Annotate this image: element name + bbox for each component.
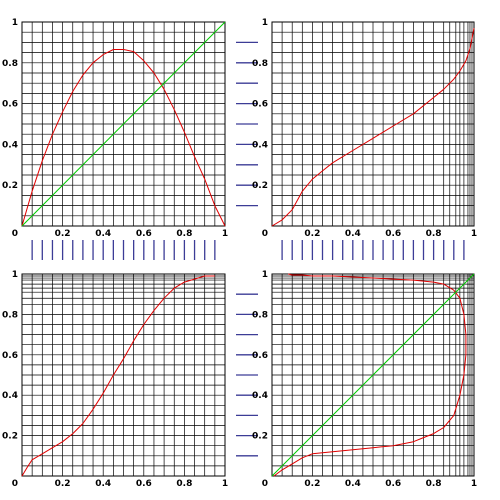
plot-frame — [21, 21, 226, 227]
origin-label: 0 — [262, 229, 268, 239]
y-tick-label: 1 — [12, 270, 18, 280]
x-tick-label: 0.6 — [385, 479, 401, 489]
y-tick-label: 1 — [12, 18, 18, 28]
origin-label: 0 — [12, 229, 18, 239]
x-tick-label: 1 — [222, 479, 228, 489]
y-tick-label: 0.2 — [2, 432, 18, 442]
x-tick-label: 0.2 — [304, 229, 320, 239]
horizontal-separator-strip — [31, 240, 465, 260]
y-tick-label: 0.8 — [252, 59, 268, 69]
y-tick-label: 0.2 — [2, 181, 18, 191]
y-tick-label: 0.4 — [2, 140, 18, 150]
x-tick-label: 1 — [222, 229, 228, 239]
x-tick-label: 0.4 — [345, 229, 361, 239]
y-tick-label: 0.4 — [252, 140, 268, 150]
x-tick-label: 0.4 — [345, 479, 361, 489]
x-tick-label: 0.6 — [136, 479, 152, 489]
x-tick-label: 0.6 — [385, 229, 401, 239]
x-tick-label: 1 — [471, 479, 477, 489]
origin-label: 0 — [12, 479, 18, 489]
data-curve — [21, 275, 215, 477]
x-tick-label: 0.8 — [426, 479, 442, 489]
plot-frame — [271, 273, 475, 477]
y-tick-label: 0.6 — [252, 100, 268, 110]
plot-frame — [21, 273, 226, 477]
x-tick-label: 1 — [471, 229, 477, 239]
y-tick-label: 0.8 — [2, 59, 18, 69]
x-tick-label: 0.4 — [95, 229, 111, 239]
data-curve — [21, 49, 226, 227]
x-tick-label: 0.2 — [55, 229, 71, 239]
diagonal-line — [21, 21, 226, 227]
origin-label: 0 — [262, 479, 268, 489]
data-curve — [271, 28, 475, 227]
vertical-separator-strip — [236, 41, 258, 457]
y-tick-label: 0.2 — [252, 181, 268, 191]
y-tick-label: 1 — [262, 270, 268, 280]
y-tick-label: 0.6 — [252, 351, 268, 361]
y-tick-label: 0.2 — [252, 432, 268, 442]
y-tick-label: 0.8 — [2, 310, 18, 320]
y-tick-label: 0.6 — [2, 100, 18, 110]
plot-top-right: 0.2 0.2 0.4 0.4 0.6 0.6 0.8 0.8 1 1 0 — [252, 18, 477, 239]
data-curve — [273, 273, 467, 477]
y-tick-label: 0.4 — [2, 391, 18, 401]
plot-bottom-right: 0.2 0.2 0.4 0.4 0.6 0.6 0.8 0.8 1 1 0 — [252, 270, 477, 489]
x-tick-label: 0.2 — [55, 479, 71, 489]
y-tick-label: 0.6 — [2, 351, 18, 361]
plot-bottom-left: 0.2 0.2 0.4 0.4 0.6 0.6 0.8 0.8 1 1 0 — [2, 270, 228, 489]
x-tick-label: 0.4 — [95, 479, 111, 489]
x-tick-label: 0.2 — [304, 479, 320, 489]
x-tick-label: 0.8 — [426, 229, 442, 239]
y-tick-label: 0.8 — [252, 310, 268, 320]
x-tick-label: 0.6 — [136, 229, 152, 239]
plot-frame — [271, 21, 475, 227]
x-tick-label: 0.8 — [176, 229, 192, 239]
x-tick-label: 0.8 — [176, 479, 192, 489]
y-tick-label: 0.4 — [252, 391, 268, 401]
plot-top-left: 0.2 0.2 0.4 0.4 0.6 0.6 0.8 0.8 1 1 0 — [2, 18, 228, 239]
y-tick-label: 1 — [262, 18, 268, 28]
diagonal-line — [271, 273, 475, 477]
